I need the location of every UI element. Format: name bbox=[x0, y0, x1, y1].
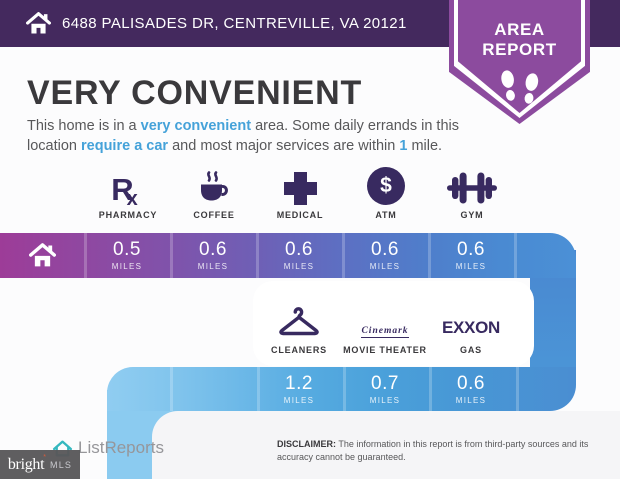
bright-mls-logo: bright * MLS bbox=[0, 450, 80, 479]
disclaimer-text: DISCLAIMER: The information in this repo… bbox=[277, 439, 589, 462]
distance-bar-row1: 0.5 MILES 0.6 MILES 0.6 MILES 0.6 MILES 0.6 M… bbox=[0, 233, 576, 278]
atm-dollar-icon: $ bbox=[367, 167, 405, 205]
distance-gym: 0.6 MILES bbox=[455, 239, 487, 271]
category-label: PHARMACY bbox=[98, 210, 158, 220]
category-medical: MEDICAL bbox=[257, 160, 343, 220]
cinemark-logo: Cinemark bbox=[361, 326, 409, 338]
highlight-very-convenient: very convenient bbox=[140, 118, 252, 134]
listreports-wordmark: ListReports bbox=[78, 438, 164, 457]
disclaimer-card bbox=[152, 411, 620, 479]
dumbbell-icon bbox=[447, 172, 497, 204]
category-gym: GYM bbox=[429, 160, 515, 220]
category-gas: EXXON GAS bbox=[428, 281, 514, 366]
distance-bar-row2: 1.2 MILES 0.7 MILES 0.6 MILES bbox=[107, 367, 576, 411]
exxon-logo: EXXON bbox=[441, 318, 501, 337]
distance-atm: 0.6 MILES bbox=[369, 239, 401, 271]
category-cleaners: CLEANERS bbox=[256, 281, 342, 366]
distance-movie-theater: 0.7 MILES bbox=[369, 372, 401, 405]
coffee-cup-icon bbox=[201, 171, 228, 201]
highlight-require-a-car: require a car bbox=[81, 138, 169, 154]
category-label: MOVIE THEATER bbox=[343, 345, 427, 355]
category-label: CLEANERS bbox=[271, 345, 327, 355]
page-title: VERY CONVENIENT bbox=[27, 74, 363, 112]
home-icon bbox=[26, 12, 51, 34]
area-report-badge: AREA REPORT bbox=[449, 0, 590, 124]
category-label: MEDICAL bbox=[276, 210, 324, 220]
summary-paragraph: This home is in a very convenient area. … bbox=[27, 118, 459, 154]
property-address: 6488 PALISADES DR, CENTREVILLE, VA 20121 bbox=[62, 15, 407, 32]
distance-gas: 0.6 MILES bbox=[455, 372, 487, 405]
badge-title: AREA REPORT bbox=[482, 20, 557, 59]
category-coffee: COFFEE bbox=[171, 160, 257, 220]
footprints-icon bbox=[500, 70, 538, 104]
home-marker-icon bbox=[29, 243, 56, 267]
category-movie-theater: Cinemark MOVIE THEATER bbox=[342, 281, 428, 366]
distance-coffee: 0.6 MILES bbox=[197, 239, 229, 271]
category-label: ATM bbox=[375, 210, 397, 220]
distance-pharmacy: 0.5 MILES bbox=[111, 239, 143, 271]
pharmacy-rx-icon: Rx bbox=[111, 172, 138, 210]
category-label: COFFEE bbox=[193, 210, 235, 220]
category-label: GAS bbox=[460, 345, 482, 355]
category-label: GYM bbox=[460, 210, 484, 220]
secondary-categories-card: CLEANERS Cinemark MOVIE THEATER EXXON GA… bbox=[253, 281, 534, 366]
category-atm: $ ATM bbox=[343, 160, 429, 220]
bright-trademark-mark: * bbox=[43, 454, 47, 461]
highlight-one-mile: 1 bbox=[399, 138, 408, 154]
medical-cross-icon bbox=[283, 172, 317, 205]
distance-cleaners: 1.2 MILES bbox=[283, 372, 315, 405]
category-pharmacy: Rx PHARMACY bbox=[85, 160, 171, 220]
distance-medical: 0.6 MILES bbox=[283, 239, 315, 271]
hanger-icon bbox=[279, 307, 319, 336]
